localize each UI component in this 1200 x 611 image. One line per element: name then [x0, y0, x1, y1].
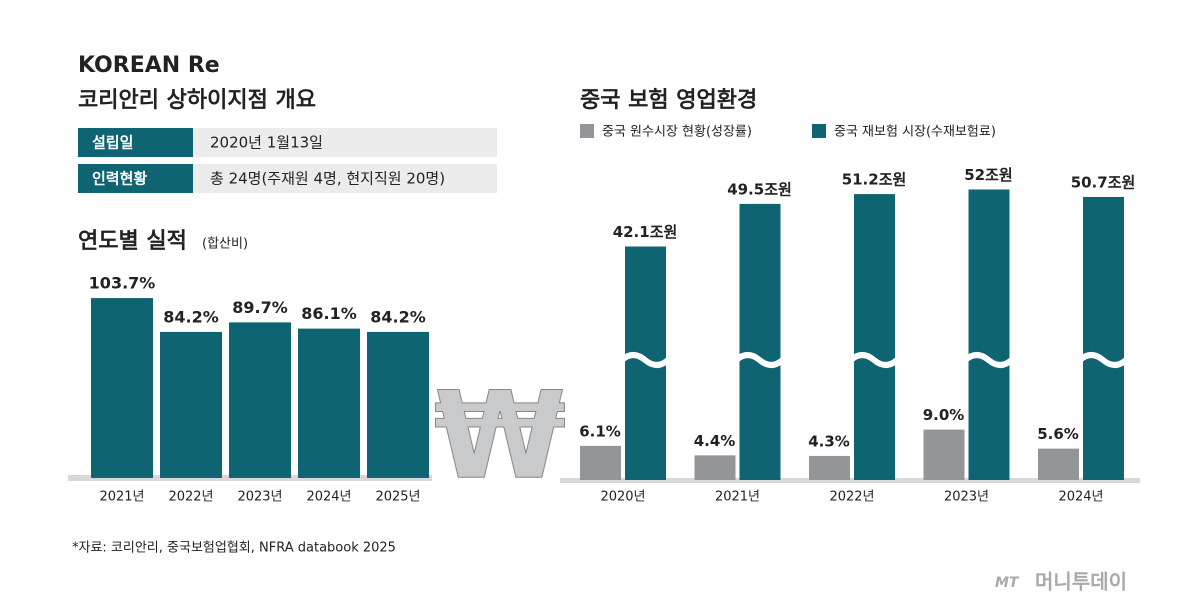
x-tick-label: 2023년	[944, 490, 989, 505]
legend-label: 중국 원수시장 현황(성장률)	[602, 125, 752, 140]
x-tick-label: 2021년	[99, 490, 144, 505]
value-label: 89.7%	[232, 298, 288, 317]
bar	[854, 194, 895, 480]
value-label: 103.7%	[89, 274, 156, 293]
legend-swatch	[812, 124, 826, 138]
source: *자료: 코리안리, 중국보험업협회, NFRA databook 2025	[72, 541, 396, 556]
info-value-box	[193, 128, 497, 157]
value-label: 42.1조원	[613, 223, 678, 241]
value-label: 49.5조원	[727, 180, 792, 198]
value-label: 4.4%	[694, 432, 736, 450]
bar	[160, 331, 222, 478]
bar	[298, 328, 360, 478]
info-label: 인력현황	[92, 170, 147, 188]
x-tick-label: 2024년	[306, 490, 351, 505]
info-value: 총 24명(주재원 4명, 현지직원 20명)	[210, 170, 445, 188]
watermark-brand: MT	[995, 575, 1020, 591]
bar	[580, 445, 621, 480]
axis-break	[619, 352, 671, 368]
x-tick-label: 2020년	[600, 490, 645, 505]
page-title: 코리안리 상하이지점 개요	[78, 88, 316, 113]
bar	[739, 203, 781, 480]
won-symbol: ₩	[434, 368, 566, 507]
value-label: 9.0%	[923, 406, 965, 424]
x-tick-label: 2021년	[715, 490, 760, 505]
bar	[809, 455, 850, 480]
x-tick-label: 2022년	[829, 490, 874, 505]
info-label: 설립일	[92, 134, 133, 152]
info-label-box	[78, 128, 193, 157]
value-label: 52조원	[964, 166, 1012, 184]
bar	[923, 429, 965, 480]
axis-break	[963, 352, 1014, 368]
chart-subtitle: (합산비)	[202, 237, 248, 252]
axis-break	[848, 352, 900, 368]
value-label: 86.1%	[301, 304, 357, 323]
chart-title: 중국 보험 영업환경	[580, 87, 757, 113]
bar	[1038, 448, 1079, 480]
x-tick-label: 2022년	[168, 490, 213, 505]
info-value-box	[193, 164, 497, 193]
bar	[968, 189, 1010, 481]
baseline	[560, 478, 1140, 483]
chart-title: 연도별 실적	[78, 229, 187, 254]
bar	[91, 298, 153, 478]
value-label: 50.7조원	[1071, 173, 1136, 191]
axis-break	[734, 352, 785, 368]
value-label: 84.2%	[370, 307, 426, 326]
info-value: 2020년 1월13일	[210, 134, 323, 152]
x-tick-label: 2024년	[1058, 490, 1103, 505]
value-label: 51.2조원	[842, 171, 907, 189]
bar	[694, 455, 736, 480]
x-tick-label: 2025년	[375, 490, 420, 505]
x-tick-label: 2023년	[237, 490, 282, 505]
value-label: 4.3%	[808, 432, 850, 450]
legend-label: 중국 재보험 시장(수재보험료)	[834, 125, 996, 140]
bar	[367, 331, 429, 478]
watermark: 머니투데이	[1035, 570, 1127, 594]
value-label: 84.2%	[163, 307, 219, 326]
logo: KOREAN Re	[78, 53, 220, 78]
value-label: 5.6%	[1037, 425, 1079, 443]
bar	[229, 322, 291, 478]
axis-break	[1077, 352, 1129, 368]
info-label-box	[78, 164, 193, 193]
value-label: 6.1%	[579, 422, 621, 440]
bar	[1083, 196, 1124, 480]
legend-swatch	[580, 124, 594, 138]
